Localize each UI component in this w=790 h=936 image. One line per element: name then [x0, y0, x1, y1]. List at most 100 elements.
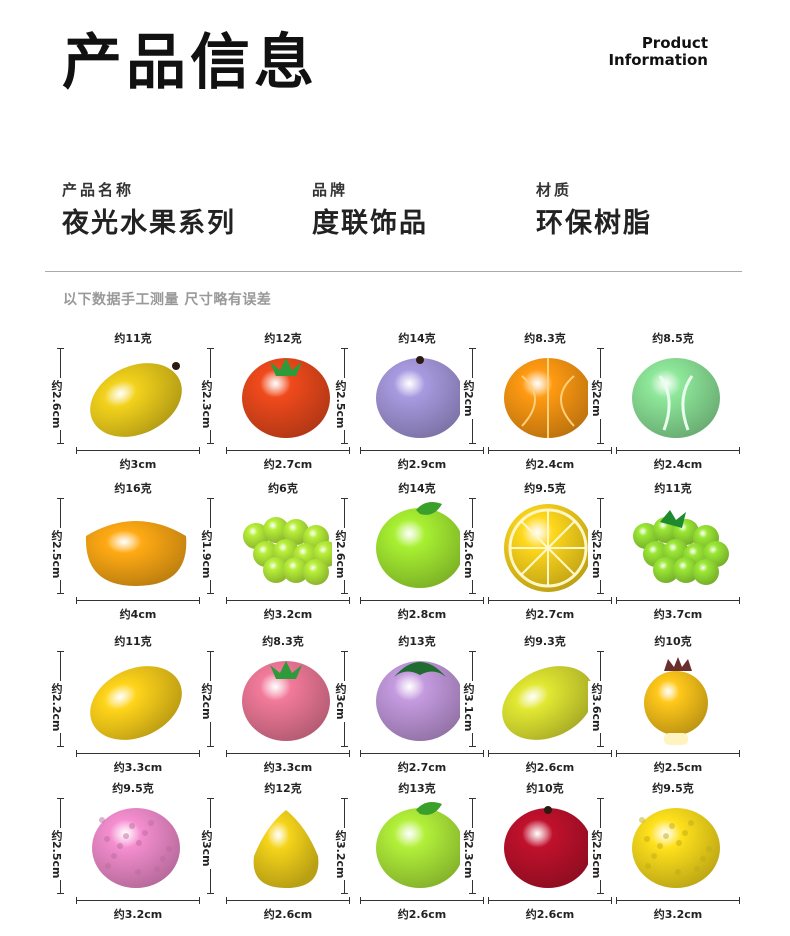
height-dimension-line: 约2.6cm: [48, 348, 75, 444]
product-card: 约14克约2.6cm 约2.8cm: [332, 480, 492, 625]
product-weight: 约8.3克: [262, 635, 304, 648]
plum-icon: [364, 346, 476, 444]
product-card: 约8.3克 约2cm 约3.3cm: [198, 633, 358, 778]
product-card: 约12克约2.3cm 约2.7cm: [198, 330, 358, 475]
product-width: 约3.2cm: [113, 908, 163, 921]
product-height: 约3.6cm: [588, 681, 604, 734]
product-height: 约2.6cm: [460, 528, 476, 581]
product-height: 约3.1cm: [460, 681, 476, 734]
product-height: 约2.5cm: [48, 828, 64, 881]
product-width: 约2.6cm: [397, 908, 447, 921]
yellow-pear-icon: [230, 796, 342, 894]
lemon-icon: [80, 649, 192, 747]
product-card: 约8.3克 约2cm 约2.4cm: [460, 330, 620, 475]
height-dimension-line: 约3.2cm: [332, 798, 359, 894]
product-weight: 约11克: [114, 635, 152, 648]
subtitle-line-2: Information: [608, 51, 708, 69]
product-card: 约8.5克 约2cm 约2.4cm: [588, 330, 748, 475]
width-dimension-line: [226, 750, 350, 757]
height-dimension-line: 约2.5cm: [48, 798, 75, 894]
product-name-field: 产品名称 夜光水果系列: [62, 180, 236, 242]
product-height: 约3cm: [198, 828, 214, 869]
product-weight: 约10克: [526, 782, 564, 795]
height-dimension-line: 约2.5cm: [588, 498, 615, 594]
product-height: 约2.3cm: [460, 828, 476, 881]
product-width: 约2.7cm: [525, 608, 575, 621]
width-dimension-line: [360, 897, 484, 904]
product-height: 约2.5cm: [588, 828, 604, 881]
yellow-lychee-icon: [620, 796, 732, 894]
product-weight: 约14克: [398, 482, 436, 495]
width-dimension-line: [226, 597, 350, 604]
tomato-icon: [230, 346, 342, 444]
product-card: 约13克约3.2cm 约2.6cm: [332, 780, 492, 925]
height-dimension-line: 约1.9cm: [198, 498, 225, 594]
width-dimension-line: [616, 447, 740, 454]
product-weight: 约14克: [398, 332, 436, 345]
width-dimension-line: [488, 897, 612, 904]
product-width: 约2.9cm: [397, 458, 447, 471]
width-dimension-line: [76, 897, 200, 904]
product-weight: 约12克: [264, 782, 302, 795]
product-card: 约11克 约2.5cm 约3.7cm: [588, 480, 748, 625]
product-width: 约3.3cm: [113, 761, 163, 774]
width-dimension-line: [360, 597, 484, 604]
product-height: 约2.5cm: [48, 528, 64, 581]
width-dimension-line: [76, 750, 200, 757]
material-field: 材质 环保树脂: [536, 180, 652, 242]
product-height: 约3.2cm: [332, 828, 348, 881]
product-card: 约11克 约2.2cm 约3.3cm: [48, 633, 208, 778]
product-card: 约14克约2.5cm 约2.9cm: [332, 330, 492, 475]
height-dimension-line: 约3.6cm: [588, 651, 615, 747]
height-dimension-line: 约2.3cm: [198, 348, 225, 444]
brand-label: 品牌: [312, 181, 349, 199]
mango-icon: [80, 346, 192, 444]
product-weight: 约16克: [114, 482, 152, 495]
product-card: 约11克 约2.6cm 约3cm: [48, 330, 208, 475]
product-weight: 约12克: [264, 332, 302, 345]
green-apple-icon: [364, 496, 476, 594]
product-width: 约3.2cm: [263, 608, 313, 621]
product-width: 约2.5cm: [653, 761, 703, 774]
brand-field: 品牌 度联饰品: [312, 180, 428, 242]
lychee-icon: [80, 796, 192, 894]
product-height: 约3cm: [332, 681, 348, 722]
product-weight: 约8.5克: [652, 332, 694, 345]
width-dimension-line: [616, 897, 740, 904]
product-height: 约2.6cm: [48, 378, 64, 431]
height-dimension-line: 约2.5cm: [332, 348, 359, 444]
product-card: 约16克约2.5cm 约4cm: [48, 480, 208, 625]
product-weight: 约9.5克: [524, 482, 566, 495]
product-weight: 约9.5克: [652, 782, 694, 795]
product-card: 约9.5克约2.5cm 约3.2cm: [48, 780, 208, 925]
product-width: 约2.7cm: [397, 761, 447, 774]
lime-apple-icon: [364, 796, 476, 894]
height-dimension-line: 约3cm: [198, 798, 225, 894]
product-weight: 约6克: [268, 482, 298, 495]
width-dimension-line: [360, 750, 484, 757]
product-weight: 约11克: [654, 482, 692, 495]
product-name-value: 夜光水果系列: [62, 208, 236, 239]
product-card: 约9.5克 约2.5cm 约3.2cm: [588, 780, 748, 925]
width-dimension-line: [360, 447, 484, 454]
height-dimension-line: 约2.5cm: [48, 498, 75, 594]
product-width: 约2.8cm: [397, 608, 447, 621]
width-dimension-line: [76, 447, 200, 454]
product-weight: 约13克: [398, 782, 436, 795]
cabbage-icon: [620, 346, 732, 444]
product-width: 约2.7cm: [263, 458, 313, 471]
height-dimension-line: 约2cm: [460, 348, 487, 444]
product-height: 约2cm: [198, 681, 214, 722]
height-dimension-line: 约2.6cm: [332, 498, 359, 594]
brand-value: 度联饰品: [312, 208, 428, 239]
height-dimension-line: 约3.1cm: [460, 651, 487, 747]
measurement-note: 以下数据手工测量 尺寸略有误差: [63, 292, 272, 308]
green-grapes-icon: [620, 496, 732, 594]
product-width: 约2.6cm: [525, 908, 575, 921]
lemon-slice-icon: [492, 496, 604, 594]
product-width: 约4cm: [119, 608, 157, 621]
product-weight: 约9.5克: [112, 782, 154, 795]
width-dimension-line: [226, 897, 350, 904]
product-height: 约2cm: [588, 378, 604, 419]
orange-slice-icon: [80, 496, 192, 594]
